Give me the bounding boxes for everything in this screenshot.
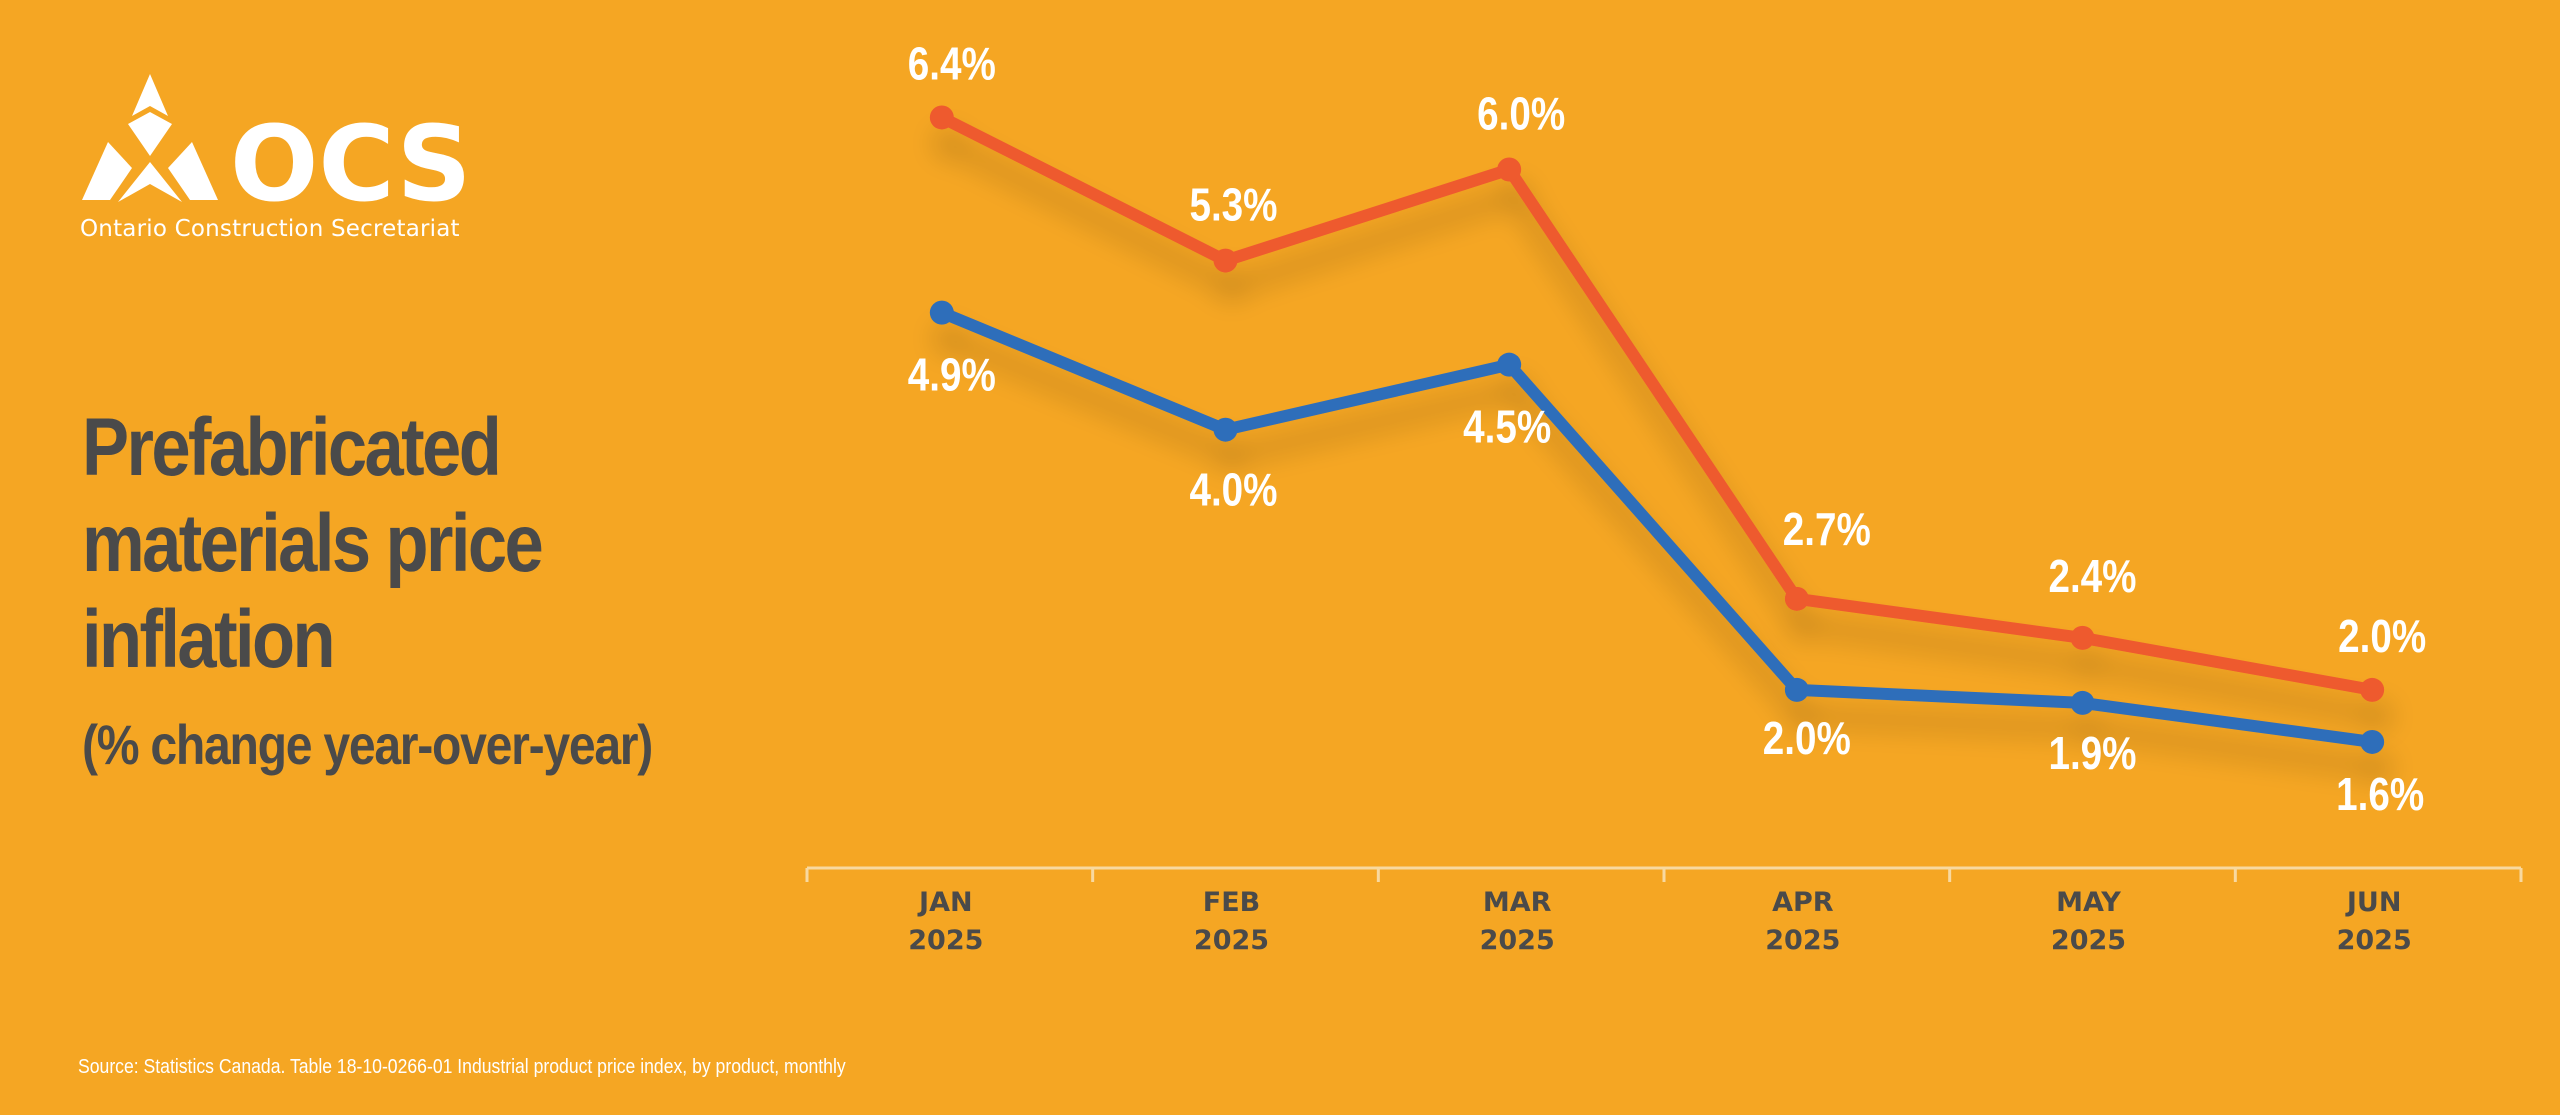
x-tick-label: 2025 bbox=[1765, 925, 1840, 956]
data-point bbox=[1213, 417, 1238, 442]
x-tick-label: MAR bbox=[1483, 887, 1552, 918]
data-point bbox=[1497, 352, 1522, 377]
data-label: 2.7% bbox=[1783, 504, 1871, 555]
data-label: 4.5% bbox=[1463, 402, 1551, 453]
data-point bbox=[1213, 248, 1238, 273]
x-tick-label: FEB bbox=[1203, 887, 1260, 918]
data-point bbox=[929, 105, 954, 130]
data-point bbox=[2360, 677, 2385, 702]
x-tick-label: 2025 bbox=[1194, 925, 1269, 956]
series-blue bbox=[929, 300, 2385, 754]
data-point bbox=[1497, 157, 1522, 182]
x-tick-label: 2025 bbox=[2051, 925, 2126, 956]
x-axis: JAN 2025 FEB 2025 MAR 2025 APR 2025 MAY 2025 JUN 20… bbox=[805, 866, 2523, 956]
chart-title: Prefabricated materials price inflation bbox=[82, 402, 544, 685]
chart-subtitle: (% change year-over-year) bbox=[82, 713, 653, 776]
data-label: 6.4% bbox=[908, 38, 996, 89]
data-point bbox=[2360, 729, 2385, 754]
series-red bbox=[929, 105, 2385, 702]
x-tick-label: 2025 bbox=[1480, 925, 1555, 956]
series-line bbox=[935, 306, 2379, 748]
data-label: 4.0% bbox=[1189, 465, 1277, 516]
data-label: 5.3% bbox=[1189, 179, 1277, 230]
data-label: 1.9% bbox=[2048, 728, 2136, 779]
logo-wordmark: OCS bbox=[230, 103, 472, 212]
ocs-logo-icon: OCS bbox=[82, 74, 472, 212]
x-tick-label: JAN bbox=[917, 887, 973, 918]
x-tick-label: APR bbox=[1772, 887, 1834, 918]
series-group bbox=[929, 105, 2385, 754]
data-point bbox=[2070, 690, 2095, 715]
x-tick-label: MAY bbox=[2056, 887, 2121, 918]
data-label: 6.0% bbox=[1477, 88, 1565, 139]
data-point bbox=[1784, 586, 1809, 611]
data-label: 2.4% bbox=[2048, 551, 2136, 602]
data-label: 4.9% bbox=[908, 349, 996, 400]
data-label: 2.0% bbox=[1763, 713, 1851, 764]
data-point bbox=[929, 300, 954, 325]
source-note: Source: Statistics Canada. Table 18-10-0… bbox=[78, 1056, 846, 1078]
ocs-logo: OCS Ontario Construction Secretariat bbox=[80, 72, 480, 252]
series-line bbox=[935, 111, 2379, 696]
data-point bbox=[1784, 677, 1809, 702]
data-label: 2.0% bbox=[2338, 611, 2426, 662]
x-tick-label: JUN bbox=[2345, 887, 2402, 918]
x-tick-label: 2025 bbox=[2337, 925, 2412, 956]
data-point bbox=[2070, 625, 2095, 650]
x-tick-label: 2025 bbox=[908, 925, 983, 956]
data-label: 1.6% bbox=[2336, 769, 2424, 820]
data-labels: 6.4% 5.3% 6.0% 2.7% 2.4% 2.0% 4.9% 4.0% 4.5% 2.0%… bbox=[908, 38, 2426, 819]
organization-name: Ontario Construction Secretariat bbox=[80, 216, 460, 242]
